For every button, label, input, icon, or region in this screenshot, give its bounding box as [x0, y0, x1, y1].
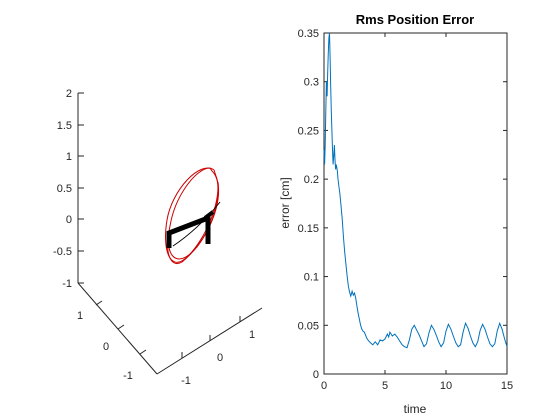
x3d-tick-label: 1 — [249, 329, 255, 341]
y-ticks: 0 0.05 0.1 0.15 0.2 0.25 0.3 0.35 — [298, 28, 507, 381]
y3d-ticks — [95, 300, 147, 355]
y3d-tick-label: 0 — [103, 341, 109, 353]
plot-box — [323, 32, 508, 375]
trajectory-loop-1 — [165, 167, 219, 263]
z-tick-label: 2 — [66, 88, 72, 100]
x-axis-label: time — [404, 402, 427, 416]
end-effector-path — [172, 201, 221, 247]
y-tick-label: 0.15 — [298, 223, 319, 235]
x-tick-label: 15 — [501, 380, 513, 392]
z-ticks — [78, 92, 84, 284]
x3d-tick-label: -1 — [181, 375, 191, 387]
z-tick-label: -0.5 — [53, 246, 72, 258]
x-tick-label: 0 — [321, 380, 327, 392]
robot-arm — [166, 214, 211, 248]
x-tick-label: 5 — [382, 380, 388, 392]
y3d-tick-label: -1 — [123, 370, 133, 382]
y-tick-label: 0.2 — [304, 174, 319, 186]
z-tick-label: 0 — [66, 214, 72, 226]
y-tick-label: 0.25 — [298, 125, 319, 137]
error-series-line — [323, 32, 508, 349]
z-tick-label: 0.5 — [57, 183, 72, 195]
z-tick-label: 1.5 — [57, 120, 72, 132]
z-tick-label: -1 — [62, 278, 72, 290]
x-tick-label: 10 — [440, 380, 452, 392]
3d-plot: 2 1.5 1 0.5 0 -0.5 -1 1 0 -1 -1 0 1 — [53, 88, 263, 387]
y-tick-label: 0.3 — [304, 77, 319, 89]
chart-title: Rms Position Error — [356, 12, 474, 27]
x3d-ticks — [181, 316, 241, 358]
y-tick-label: 0 — [313, 369, 319, 381]
z-tick-label: 1 — [66, 151, 72, 163]
y-tick-label: 0.35 — [298, 28, 319, 40]
y-axis-line — [77, 282, 158, 375]
y3d-tick-label: 1 — [77, 310, 83, 322]
rms-error-plot: 0 0.05 0.1 0.15 0.2 0.25 0.3 0.35 0 5 10 15 Rms Po… — [278, 12, 513, 416]
robot-arm-tip — [203, 210, 215, 220]
y-tick-label: 0.05 — [298, 320, 319, 332]
x-ticks: 0 5 10 15 — [321, 33, 513, 392]
x3d-tick-label: 0 — [217, 352, 223, 364]
y-axis-label: error [cm] — [278, 177, 292, 228]
y-tick-label: 0.1 — [304, 272, 319, 284]
